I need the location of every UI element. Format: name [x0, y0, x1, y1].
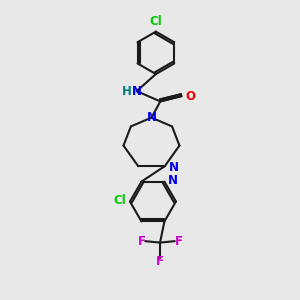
Text: Cl: Cl: [149, 15, 162, 28]
Text: N: N: [169, 161, 179, 174]
Text: N: N: [147, 111, 157, 124]
Text: F: F: [137, 235, 146, 248]
Text: N: N: [168, 174, 178, 187]
Text: N: N: [132, 85, 142, 98]
Text: O: O: [185, 90, 195, 103]
Text: Cl: Cl: [113, 194, 126, 207]
Text: H: H: [122, 85, 131, 98]
Text: F: F: [175, 235, 183, 248]
Text: F: F: [156, 255, 164, 268]
